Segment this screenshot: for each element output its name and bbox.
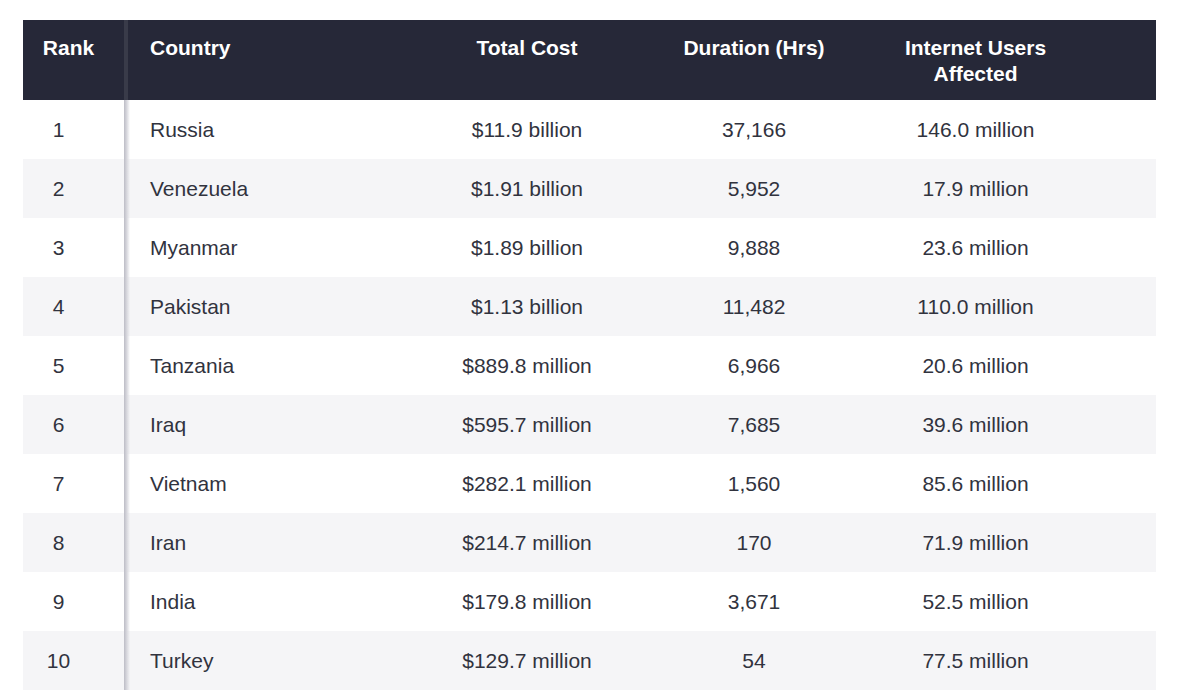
- cell-duration: 9,888: [658, 218, 850, 277]
- column-header-duration: Duration (Hrs): [658, 20, 850, 100]
- table-row: 8 Iran $214.7 million 170 71.9 million: [23, 513, 1156, 572]
- cell-country: Tanzania: [124, 336, 396, 395]
- table-body: 1 Russia $11.9 billion 37,166 146.0 mill…: [23, 100, 1156, 690]
- cell-rank: 6: [23, 395, 124, 454]
- cell-internet-users-affected: 110.0 million: [850, 277, 1156, 336]
- cell-rank: 9: [23, 572, 124, 631]
- cell-internet-users-affected: 23.6 million: [850, 218, 1156, 277]
- cell-country: Iraq: [124, 395, 396, 454]
- column-header-internet-users-affected-label: Internet Users Affected: [887, 35, 1065, 87]
- cell-internet-users-affected: 20.6 million: [850, 336, 1156, 395]
- cell-total-cost: $1.91 billion: [396, 159, 658, 218]
- column-header-country: Country: [124, 20, 396, 100]
- table-header-row: Rank Country Total Cost Duration (Hrs) I…: [23, 20, 1156, 100]
- table-row: 1 Russia $11.9 billion 37,166 146.0 mill…: [23, 100, 1156, 159]
- column-header-internet-users-affected: Internet Users Affected: [850, 20, 1156, 100]
- cell-rank: 5: [23, 336, 124, 395]
- cell-total-cost: $889.8 million: [396, 336, 658, 395]
- table-row: 5 Tanzania $889.8 million 6,966 20.6 mil…: [23, 336, 1156, 395]
- table-row: 3 Myanmar $1.89 billion 9,888 23.6 milli…: [23, 218, 1156, 277]
- cell-total-cost: $1.89 billion: [396, 218, 658, 277]
- cell-country: Venezuela: [124, 159, 396, 218]
- cell-country: Russia: [124, 100, 396, 159]
- table-row: 6 Iraq $595.7 million 7,685 39.6 million: [23, 395, 1156, 454]
- table-row: 2 Venezuela $1.91 billion 5,952 17.9 mil…: [23, 159, 1156, 218]
- cell-internet-users-affected: 77.5 million: [850, 631, 1156, 690]
- data-table: Rank Country Total Cost Duration (Hrs) I…: [23, 20, 1156, 690]
- cell-total-cost: $129.7 million: [396, 631, 658, 690]
- cell-country: Pakistan: [124, 277, 396, 336]
- internet-shutdown-cost-table: Rank Country Total Cost Duration (Hrs) I…: [23, 20, 1156, 690]
- cell-duration: 7,685: [658, 395, 850, 454]
- column-header-total-cost: Total Cost: [396, 20, 658, 100]
- cell-country: Turkey: [124, 631, 396, 690]
- cell-internet-users-affected: 52.5 million: [850, 572, 1156, 631]
- cell-internet-users-affected: 71.9 million: [850, 513, 1156, 572]
- cell-country: Myanmar: [124, 218, 396, 277]
- cell-country: India: [124, 572, 396, 631]
- table-row: 9 India $179.8 million 3,671 52.5 millio…: [23, 572, 1156, 631]
- cell-country: Vietnam: [124, 454, 396, 513]
- cell-internet-users-affected: 39.6 million: [850, 395, 1156, 454]
- cell-duration: 6,966: [658, 336, 850, 395]
- table-row: 4 Pakistan $1.13 billion 11,482 110.0 mi…: [23, 277, 1156, 336]
- column-header-rank: Rank: [23, 20, 124, 100]
- cell-rank: 2: [23, 159, 124, 218]
- cell-country: Iran: [124, 513, 396, 572]
- cell-total-cost: $282.1 million: [396, 454, 658, 513]
- table-row: 7 Vietnam $282.1 million 1,560 85.6 mill…: [23, 454, 1156, 513]
- cell-duration: 11,482: [658, 277, 850, 336]
- cell-duration: 3,671: [658, 572, 850, 631]
- cell-duration: 37,166: [658, 100, 850, 159]
- cell-duration: 5,952: [658, 159, 850, 218]
- cell-total-cost: $179.8 million: [396, 572, 658, 631]
- table-row: 10 Turkey $129.7 million 54 77.5 million: [23, 631, 1156, 690]
- cell-rank: 8: [23, 513, 124, 572]
- cell-duration: 1,560: [658, 454, 850, 513]
- cell-rank: 7: [23, 454, 124, 513]
- cell-total-cost: $1.13 billion: [396, 277, 658, 336]
- cell-duration: 170: [658, 513, 850, 572]
- cell-rank: 3: [23, 218, 124, 277]
- cell-rank: 4: [23, 277, 124, 336]
- cell-total-cost: $595.7 million: [396, 395, 658, 454]
- cell-duration: 54: [658, 631, 850, 690]
- cell-total-cost: $11.9 billion: [396, 100, 658, 159]
- cell-internet-users-affected: 17.9 million: [850, 159, 1156, 218]
- cell-internet-users-affected: 146.0 million: [850, 100, 1156, 159]
- cell-rank: 1: [23, 100, 124, 159]
- table-header: Rank Country Total Cost Duration (Hrs) I…: [23, 20, 1156, 100]
- cell-total-cost: $214.7 million: [396, 513, 658, 572]
- cell-rank: 10: [23, 631, 124, 690]
- cell-internet-users-affected: 85.6 million: [850, 454, 1156, 513]
